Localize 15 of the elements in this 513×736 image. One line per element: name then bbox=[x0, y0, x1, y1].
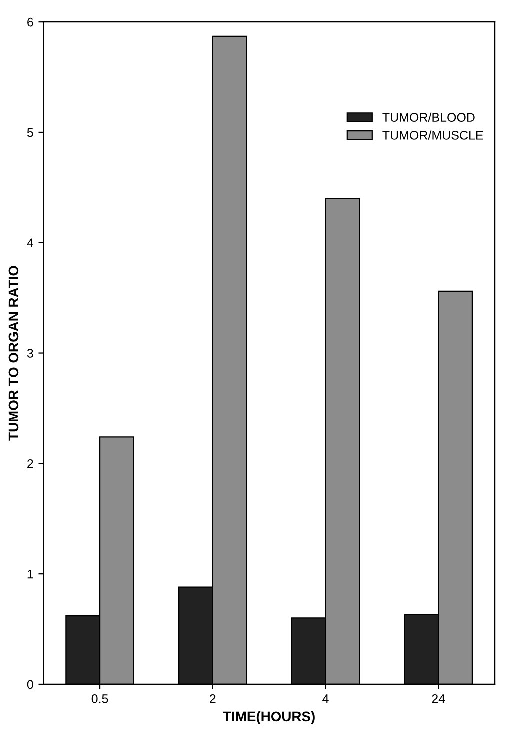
y-axis-title: TUMOR TO ORGAN RATIO bbox=[8, 266, 19, 441]
x-tick-label: 0.5 bbox=[92, 694, 108, 704]
legend-label: TUMOR/BLOOD bbox=[382, 112, 475, 122]
y-tick-label: 1 bbox=[28, 570, 34, 579]
y-tick-label: 4 bbox=[27, 238, 34, 248]
y-tick-label: 5 bbox=[27, 128, 34, 138]
y-tick-label: 2 bbox=[28, 459, 34, 468]
y-tick-label: 3 bbox=[27, 349, 34, 358]
x-tick-label: 4 bbox=[322, 694, 329, 704]
y-tick-label: 0 bbox=[27, 680, 34, 690]
legend-label: TUMOR/MUSCLE bbox=[382, 130, 484, 140]
y-tick-label: 6 bbox=[28, 18, 34, 27]
x-tick-label: 24 bbox=[432, 694, 446, 704]
x-tick-label: 2 bbox=[210, 694, 216, 704]
x-axis-title: TIME(HOURS) bbox=[223, 711, 315, 724]
